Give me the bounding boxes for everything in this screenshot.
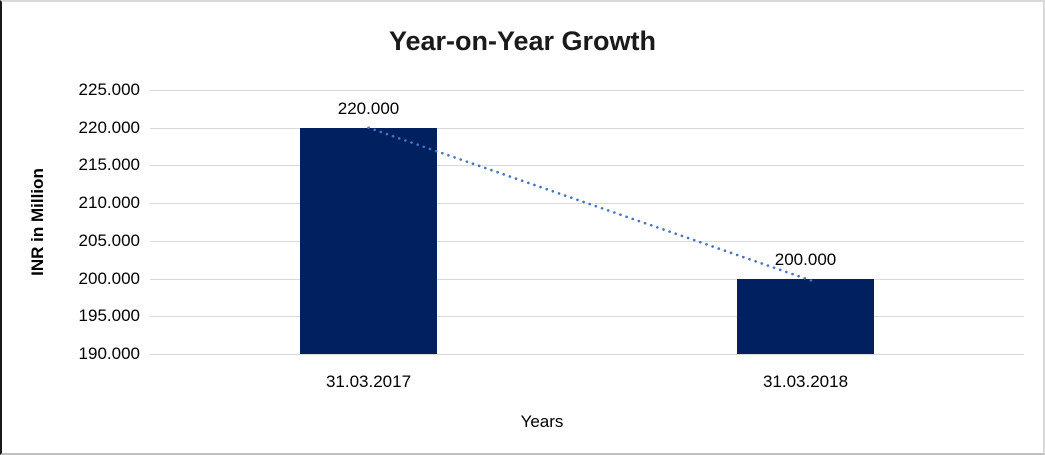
gridline [150, 165, 1024, 167]
gridline [150, 203, 1024, 205]
gridline [150, 90, 1024, 91]
data-label: 220.000 [337, 98, 400, 118]
y-tick-label: 205.000 [78, 230, 140, 250]
y-tick-label: 220.000 [78, 117, 140, 137]
y-tick-label: 190.000 [78, 344, 140, 363]
x-tick-label: 31.03.2017 [325, 372, 412, 391]
gridline [150, 240, 1024, 242]
y-tick-label: 225.000 [78, 80, 140, 99]
bar [737, 278, 874, 354]
x-tick-label: 31.03.2018 [762, 372, 849, 391]
bar [300, 127, 437, 354]
x-axis-title: Years [520, 412, 564, 431]
gridline [150, 278, 1024, 280]
y-tick-label: 210.000 [78, 193, 140, 213]
y-tick-label: 200.000 [78, 268, 140, 288]
y-tick-label: 195.000 [78, 306, 140, 326]
gridline [150, 127, 1024, 129]
gridline [150, 354, 1024, 355]
gridline [150, 316, 1024, 318]
chart-title: Year-on-Year Growth [388, 26, 657, 56]
y-tick-label: 215.000 [78, 155, 140, 175]
data-label: 200.000 [774, 249, 837, 269]
